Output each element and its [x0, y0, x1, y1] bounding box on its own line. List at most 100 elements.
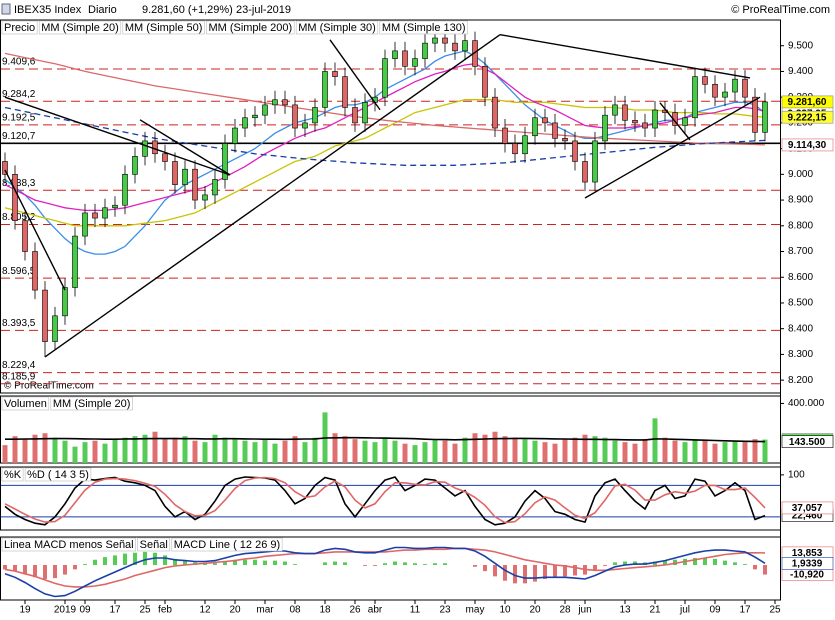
candle-body: [442, 37, 448, 44]
histogram-bar: [273, 560, 277, 565]
candle-body: [42, 289, 48, 342]
watermark: © ProRealTime.com: [731, 4, 830, 16]
legend-label: MACD Line ( 12 26 9): [174, 539, 280, 551]
x-tick-label: abr: [368, 605, 383, 616]
candle-body: [682, 117, 688, 126]
volume-bar: [282, 440, 288, 463]
date: 23-jul-2019: [236, 4, 291, 16]
level-label: 8.805,2: [2, 212, 36, 223]
last-value-box: [781, 110, 834, 124]
volume-bar: [552, 443, 558, 463]
last-value-box: [781, 138, 834, 152]
volume-bar: [762, 439, 768, 463]
x-tick-label: jun: [577, 605, 591, 616]
histogram-bar: [433, 563, 437, 565]
histogram-bar: [263, 560, 267, 565]
histogram-bar: [753, 565, 757, 570]
histogram-bar: [13, 565, 17, 572]
histogram-bar: [123, 553, 127, 565]
volume-bar: [192, 440, 198, 463]
volume-bar: [272, 443, 278, 463]
level-label: 8.938,3: [2, 178, 36, 189]
histogram-bar: [493, 565, 497, 577]
histogram-bar: [163, 555, 167, 565]
level-label: 8.596,5: [2, 266, 36, 277]
legend-label: MM (Simple 20): [53, 398, 131, 410]
candle-body: [742, 78, 748, 98]
histogram-bar: [763, 565, 767, 575]
histogram-bar: [113, 555, 117, 565]
volume-bar: [2, 445, 8, 463]
histogram-bar: [213, 563, 217, 565]
histogram-bar: [383, 563, 387, 565]
legend-box: [137, 537, 171, 552]
histogram-bar: [503, 565, 507, 581]
volume-bar: [302, 442, 308, 463]
volume-bar: [132, 436, 138, 463]
candle-body: [132, 156, 138, 175]
candle-body: [112, 204, 118, 209]
last-value-box: [781, 95, 834, 109]
legend-label: MM (Simple 20): [41, 22, 119, 34]
volume-bar: [372, 442, 378, 463]
y-tick-label: 8.700: [788, 246, 813, 257]
legend-box: [295, 20, 379, 35]
x-tick-label: 09: [709, 605, 721, 616]
volume-bar: [252, 442, 258, 463]
candle-body: [262, 104, 268, 116]
legend-label: Señal: [140, 539, 168, 551]
candle-body: [712, 84, 718, 98]
level-label: 9.120,7: [2, 131, 36, 142]
last-value-label: 37,057: [792, 503, 823, 514]
histogram-bar: [473, 565, 477, 567]
histogram-bar: [323, 562, 327, 565]
histogram-bar: [673, 559, 677, 565]
candle-body: [192, 168, 198, 201]
volume-bar: [702, 440, 708, 463]
x-tick-label: 2019: [54, 605, 77, 616]
last-value-label: 22,460: [792, 511, 823, 522]
histogram-bar: [733, 562, 737, 565]
volume-bar: [362, 440, 368, 463]
moving-average: [4, 99, 766, 227]
macd-line: [4, 546, 766, 598]
volume-bar: [532, 440, 538, 463]
histogram-bar: [573, 565, 577, 576]
trendline: [44, 34, 501, 358]
macd-line: [4, 547, 766, 588]
y-tick-label: 400.000: [788, 398, 825, 409]
last-value-box: [781, 501, 834, 515]
volume-bar: [152, 431, 158, 463]
x-tick-label: 26: [349, 605, 361, 616]
candle-body: [562, 138, 568, 142]
candle-body: [522, 135, 528, 155]
histogram-bar: [703, 558, 707, 565]
y-tick-label: 8.200: [788, 375, 813, 386]
x-tick-label: 08: [289, 605, 301, 616]
candle-body: [402, 50, 408, 67]
candle-body: [22, 220, 28, 252]
candle-body: [352, 107, 358, 124]
histogram-bar: [553, 565, 557, 578]
histogram-bar: [233, 559, 237, 565]
volume-bar: [12, 436, 18, 463]
candle-body: [92, 212, 98, 219]
histogram-bar: [103, 557, 107, 565]
histogram-bar: [133, 552, 137, 565]
candle-body: [292, 104, 298, 129]
last-value-label: 9.281,60: [788, 97, 827, 108]
legend-box: [1, 20, 38, 35]
histogram-bar: [363, 565, 367, 566]
volume-bar: [102, 443, 108, 463]
volume-average: [5, 436, 766, 443]
legend-label: MM (Simple 130): [382, 22, 466, 34]
legend-label: %D ( 14 3 5): [27, 469, 89, 481]
candle-body: [272, 99, 278, 106]
volume-bar: [722, 442, 728, 463]
volume-bar: [492, 431, 498, 463]
histogram-bar: [423, 564, 427, 565]
legend-box: [171, 537, 283, 552]
candle-body: [202, 194, 208, 201]
volume-bar: [582, 434, 588, 463]
histogram-bar: [403, 562, 407, 565]
